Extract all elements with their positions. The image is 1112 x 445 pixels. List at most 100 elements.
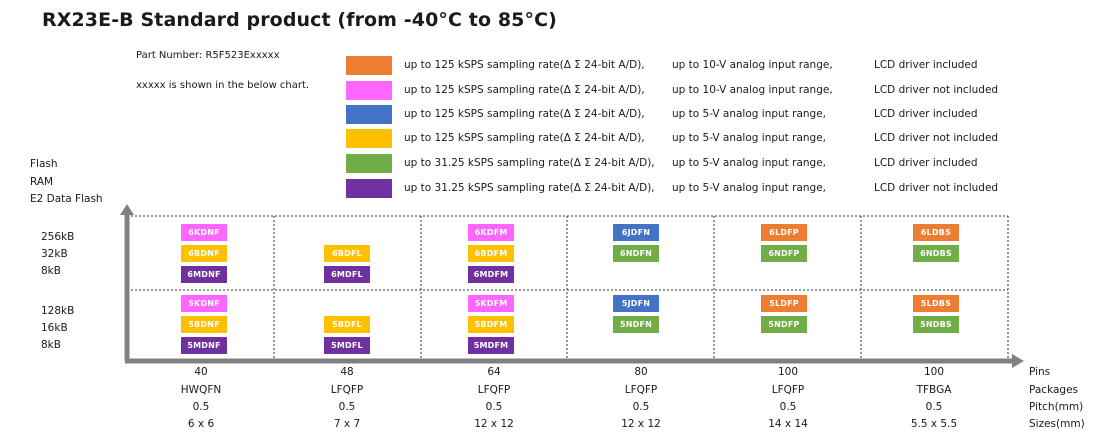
ram-size-label: 32kB	[41, 248, 68, 260]
y-axis-header-flash: Flash	[30, 158, 58, 170]
pitch-value: 0.5	[192, 401, 210, 413]
part-number: Part Number: R5F523Exxxxx	[136, 50, 280, 61]
legend-lcd-driver: LCD driver included	[874, 157, 978, 169]
legend-sampling-rate: up to 31.25 kSPS sampling rate(Δ Σ 24-bi…	[404, 157, 655, 169]
product-code-cell: 6MDFM	[468, 266, 514, 283]
product-code-cell: 6NDBS	[913, 245, 959, 262]
legend-input-range: up to 5-V analog input range,	[672, 182, 826, 194]
product-code-cell: 6BDNF	[181, 245, 227, 262]
package-type: LFQFP	[477, 384, 511, 396]
product-code-cell: 5MDFL	[324, 337, 370, 354]
product-code-cell: 6KDNF	[181, 224, 227, 241]
product-code-cell: 6MDNF	[181, 266, 227, 283]
legend-input-range: up to 10-V analog input range,	[672, 84, 833, 96]
legend-input-range: up to 5-V analog input range,	[672, 108, 826, 120]
legend-lcd-driver: LCD driver not included	[874, 182, 999, 194]
legend-swatch	[346, 81, 392, 100]
product-code-cell: 6BDFL	[324, 245, 370, 262]
product-code-cell: 6BDFM	[468, 245, 514, 262]
size-value: 14 x 14	[768, 418, 808, 430]
legend-item: up to 125 kSPS sampling rate(Δ Σ 24-bit …	[0, 129, 1112, 149]
legend-item: up to 31.25 kSPS sampling rate(Δ Σ 24-bi…	[0, 179, 1112, 199]
product-code-cell: 6LDBS	[913, 224, 959, 241]
pitch-value: 0.5	[925, 401, 943, 413]
legend-swatch	[346, 56, 392, 75]
y-axis-header-e2-data-flash: E2 Data Flash	[30, 193, 103, 205]
legend-swatch	[346, 129, 392, 148]
size-value: 12 x 12	[621, 418, 661, 430]
legend-item: up to 125 kSPS sampling rate(Δ Σ 24-bit …	[0, 56, 1112, 76]
pin-count: 80	[634, 366, 648, 378]
product-code-cell: 5LDBS	[913, 295, 959, 312]
size-value: 12 x 12	[474, 418, 514, 430]
legend-item: up to 125 kSPS sampling rate(Δ Σ 24-bit …	[0, 81, 1112, 101]
product-code-cell: 6JDFN	[613, 224, 659, 241]
pin-count: 40	[194, 366, 208, 378]
product-code-cell: 5BDFM	[468, 316, 514, 333]
pitch-value: 0.5	[779, 401, 797, 413]
legend-lcd-driver: LCD driver included	[874, 108, 978, 120]
legend-input-range: up to 10-V analog input range,	[672, 59, 833, 71]
product-code-cell: 6NDFP	[761, 245, 807, 262]
legend-sampling-rate: up to 125 kSPS sampling rate(Δ Σ 24-bit …	[404, 59, 645, 71]
legend-lcd-driver: LCD driver not included	[874, 84, 999, 96]
legend-lcd-driver: LCD driver not included	[874, 132, 999, 144]
row-label-sizes: Sizes(mm)	[1029, 418, 1085, 430]
product-code-cell: 5BDNF	[181, 316, 227, 333]
product-code-cell: 5KDNF	[181, 295, 227, 312]
legend-item: up to 125 kSPS sampling rate(Δ Σ 24-bit …	[0, 105, 1112, 125]
package-type: HWQFN	[180, 384, 222, 396]
e2-data-flash-size-label: 8kB	[41, 339, 61, 351]
legend-sampling-rate: up to 125 kSPS sampling rate(Δ Σ 24-bit …	[404, 132, 645, 144]
part-number-note: xxxxx is shown in the below chart.	[136, 80, 310, 91]
product-code-cell: 5KDFM	[468, 295, 514, 312]
product-code-cell: 5LDFP	[761, 295, 807, 312]
legend-lcd-driver: LCD driver included	[874, 59, 978, 71]
legend-swatch	[346, 179, 392, 198]
product-code-cell: 5NDBS	[913, 316, 959, 333]
package-type: LFQFP	[771, 384, 805, 396]
product-code-cell: 6NDFN	[613, 245, 659, 262]
ram-size-label: 16kB	[41, 322, 68, 334]
product-code-cell: 5MDFM	[468, 337, 514, 354]
size-value: 5.5 x 5.5	[910, 418, 958, 430]
pitch-value: 0.5	[338, 401, 356, 413]
legend-input-range: up to 5-V analog input range,	[672, 132, 826, 144]
pin-count: 64	[487, 366, 501, 378]
y-axis-arrowhead	[120, 204, 134, 215]
product-code-cell: 6MDFL	[324, 266, 370, 283]
flash-size-label: 256kB	[41, 231, 75, 243]
e2-data-flash-size-label: 8kB	[41, 265, 61, 277]
pin-count: 100	[923, 366, 945, 378]
legend-sampling-rate: up to 125 kSPS sampling rate(Δ Σ 24-bit …	[404, 84, 645, 96]
legend-swatch	[346, 105, 392, 124]
legend-sampling-rate: up to 125 kSPS sampling rate(Δ Σ 24-bit …	[404, 108, 645, 120]
package-type: LFQFP	[624, 384, 658, 396]
package-type: TFBGA	[916, 384, 952, 396]
product-code-cell: 5NDFP	[761, 316, 807, 333]
pin-count: 48	[340, 366, 354, 378]
package-type: LFQFP	[330, 384, 364, 396]
legend-swatch	[346, 154, 392, 173]
y-axis-header-ram: RAM	[30, 176, 54, 188]
legend-input-range: up to 5-V analog input range,	[672, 157, 826, 169]
pin-count: 100	[777, 366, 799, 378]
row-label-pitch: Pitch(mm)	[1029, 401, 1084, 413]
row-label-packages: Packages	[1029, 384, 1078, 396]
size-value: 7 x 7	[333, 418, 361, 430]
product-code-cell: 5JDFN	[613, 295, 659, 312]
grid-lines	[127, 215, 1009, 360]
product-code-cell: 6KDFM	[468, 224, 514, 241]
row-label-pins: Pins	[1029, 366, 1051, 378]
pitch-value: 0.5	[632, 401, 650, 413]
product-code-cell: 5BDFL	[324, 316, 370, 333]
product-code-cell: 6LDFP	[761, 224, 807, 241]
x-axis-arrowhead	[1012, 354, 1024, 368]
legend-item: up to 31.25 kSPS sampling rate(Δ Σ 24-bi…	[0, 154, 1112, 174]
page-title: RX23E-B Standard product (from -40°C to …	[42, 9, 557, 31]
size-value: 6 x 6	[187, 418, 215, 430]
product-code-cell: 5MDNF	[181, 337, 227, 354]
product-code-cell: 5NDFN	[613, 316, 659, 333]
